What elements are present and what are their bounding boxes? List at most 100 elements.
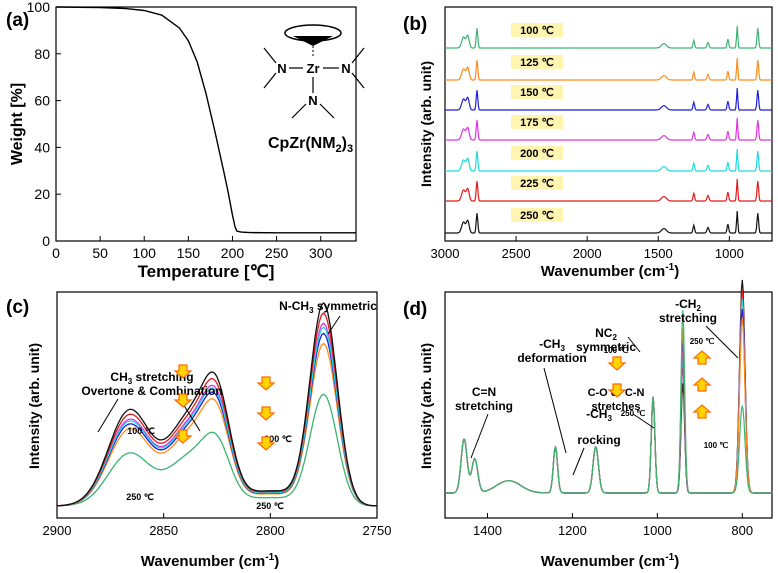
overtone-combination-label: Overtone & Combination — [81, 384, 222, 398]
panel-a-tga-curve — [55, 6, 356, 234]
x-tick-label: 2800 — [256, 523, 285, 538]
temp-label-250: 250 ℃ — [256, 501, 284, 511]
spectrum-trace — [445, 178, 772, 202]
panel-c-arrows — [173, 364, 276, 451]
x-tick-label: 1200 — [558, 523, 587, 538]
up-arrow-icon — [692, 377, 712, 392]
spectrum-trace — [56, 332, 378, 507]
x-tick-label: 1500 — [644, 246, 673, 261]
x-tick-label: 1000 — [715, 246, 744, 261]
temperature-label: 175 ℃ — [520, 117, 554, 129]
spectrum-trace — [56, 301, 378, 507]
panel-c-plot-frame — [56, 291, 378, 519]
panel-b-ftir-full: (b) 3000 2500 2000 1500 1000 250 ℃ 225 ℃ 200 ℃… — [403, 6, 773, 280]
temp-label-100: 100 ℃ — [604, 346, 629, 355]
nc2-symmetric-label: symmetric — [576, 340, 636, 354]
temperature-label-bg — [511, 146, 563, 160]
n-ch3-symmetric-label: N-CH3 symmetric — [279, 299, 377, 315]
x-tick-label: 200 — [221, 245, 245, 261]
panel-a-tga: (a) 0 20 40 60 80 100 0 50 100 150 200 250 300 Weig… — [6, 0, 365, 281]
panel-b-spectra — [445, 25, 772, 234]
cn-stretching-label: stretching — [455, 399, 513, 413]
temperature-label: 125 ℃ — [520, 57, 554, 69]
down-arrow-icon — [607, 356, 627, 371]
panel-c-x-ticks: 2900 2850 2800 2750 — [43, 513, 392, 538]
temp-label-100: 100 ℃ — [704, 441, 729, 450]
temp-label-100: 100 ℃ — [127, 426, 155, 436]
temperature-label-bg — [511, 23, 563, 37]
panel-b-y-axis-label: Intensity (arb. unit) — [418, 61, 434, 187]
methyl-bond — [351, 72, 365, 89]
x-tick-label: 150 — [177, 245, 201, 261]
down-arrow-icon — [256, 406, 276, 421]
x-tick-label: 50 — [92, 245, 108, 261]
temperature-label-bg — [511, 115, 563, 129]
down-arrow-icon — [173, 393, 193, 408]
spectrum-trace — [56, 393, 377, 507]
x-tick-label: 250 — [265, 245, 289, 261]
down-arrow-icon — [173, 364, 193, 379]
spectrum-trace — [445, 87, 772, 111]
ch2-stretching-label: stretching — [659, 311, 717, 325]
panel-a-y-ticks: 0 20 40 60 80 100 — [27, 0, 61, 249]
panel-c-ch-stretch: (c) 2900 2850 2800 2750 Intensity (arb. uni… — [6, 291, 392, 570]
y-tick-label: 60 — [34, 93, 50, 109]
spectrum-trace — [445, 210, 772, 234]
ch3-deformation-label: deformation — [517, 351, 586, 365]
x-tick-label: 300 — [309, 245, 333, 261]
molecule-formula: CpZr(NM2)3 — [268, 135, 353, 155]
panel-a-y-axis-label: Weight [%] — [9, 83, 26, 165]
panel-d-x-ticks: 1400 1200 1000 800 — [473, 513, 753, 538]
methyl-bond — [263, 72, 277, 89]
x-tick-label: 1400 — [473, 523, 502, 538]
up-arrow-icon — [692, 404, 712, 419]
y-tick-label: 20 — [34, 186, 50, 202]
y-tick-label: 0 — [42, 233, 50, 249]
down-arrow-icon — [607, 383, 627, 398]
spectrum-trace — [445, 148, 772, 172]
spectrum-trace — [445, 117, 772, 141]
y-tick-label: 100 — [27, 0, 51, 15]
panel-b-temperature-labels: 250 ℃ 225 ℃ 200 ℃ 175 ℃ 150 ℃ 125 ℃ 100 ℃ — [511, 23, 563, 222]
temperature-label: 250 ℃ — [520, 210, 554, 222]
methyl-bond — [319, 103, 335, 119]
co-cn-stretches-label: stretches — [592, 401, 641, 413]
down-arrow-icon — [173, 429, 193, 444]
methyl-bond — [291, 103, 307, 119]
panel-d-arrows — [607, 350, 712, 419]
n-atom-right: N — [341, 61, 350, 76]
ch3-rocking-label: rocking — [577, 433, 620, 447]
annotation-pointer — [627, 336, 641, 353]
ch2-stretching-label: -CH2 — [675, 297, 701, 313]
n-atom-left: N — [277, 61, 286, 76]
x-tick-label: 2000 — [573, 246, 602, 261]
temperature-label: 200 ℃ — [520, 148, 554, 160]
temp-label-250: 250 ℃ — [690, 337, 715, 346]
temperature-label-bg — [511, 55, 563, 69]
methyl-bond — [263, 47, 277, 64]
x-tick-label: 2850 — [149, 523, 178, 538]
annotation-pointer — [327, 315, 341, 335]
panel-c-x-axis-label: Wavenumber (cm-1) — [141, 552, 279, 570]
panel-b-plot-frame — [444, 6, 773, 242]
spectrum-trace — [445, 57, 772, 81]
ch3-rocking-label: -CH3 — [586, 407, 612, 423]
spectrum-trace — [56, 326, 378, 507]
panel-c-y-axis-label: Intensity (arb. unit) — [26, 343, 42, 469]
x-tick-label: 100 — [133, 245, 157, 261]
temperature-label-bg — [511, 176, 563, 190]
molecule-structure: Zr N N N CpZr(NM2)3 — [263, 24, 365, 155]
nc2-symmetric-label: NC2 — [595, 326, 617, 342]
panel-a-x-ticks: 0 50 100 150 200 250 300 — [52, 236, 333, 261]
panel-d-plot-frame — [444, 291, 773, 519]
x-tick-label: 2750 — [363, 523, 392, 538]
panel-b-letter: (b) — [403, 14, 427, 35]
temperature-label-bg — [511, 85, 563, 99]
cp-wedge — [293, 36, 333, 46]
panel-d-letter: (d) — [403, 299, 427, 320]
temperature-label-bg — [511, 208, 563, 222]
panel-b-x-axis-label: Wavenumber (cm-1) — [541, 262, 679, 280]
panel-a-x-axis-label: Temperature [℃] — [138, 262, 275, 281]
y-tick-label: 80 — [34, 46, 50, 62]
